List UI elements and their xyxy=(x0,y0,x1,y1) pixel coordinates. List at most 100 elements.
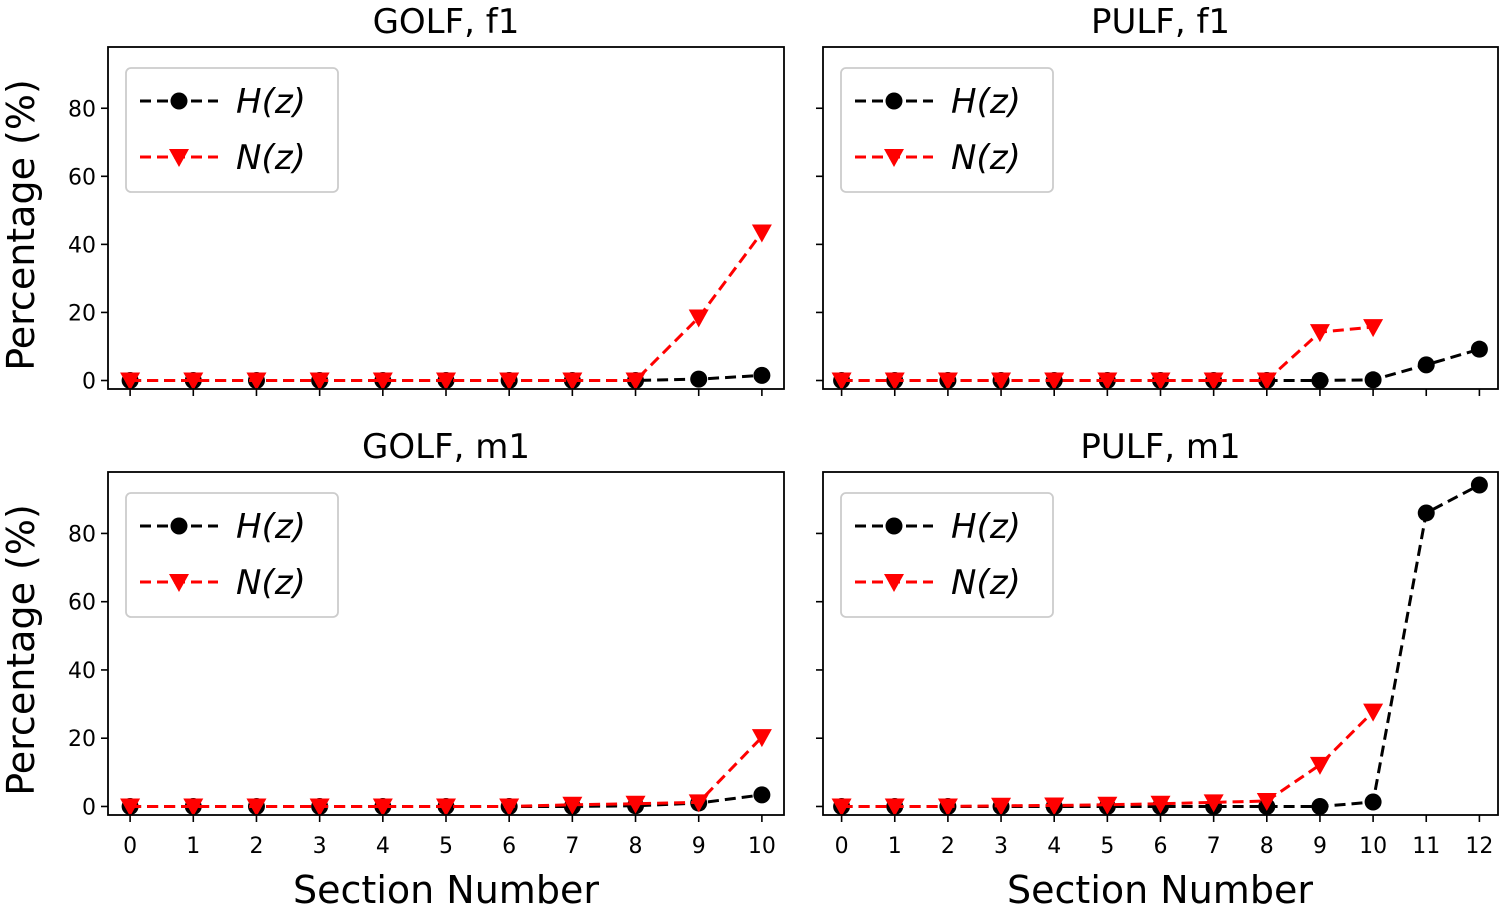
data-point xyxy=(1097,796,1118,815)
legend: H(z) N(z) xyxy=(840,67,1054,193)
data-point xyxy=(246,372,267,391)
legend-label: H(z) xyxy=(236,82,306,122)
data-point xyxy=(1311,371,1329,389)
figure-xlabel-right: Section Number xyxy=(1007,868,1313,906)
data-point xyxy=(1203,372,1224,391)
y-tick-label: 80 xyxy=(68,522,96,547)
data-point xyxy=(1309,324,1330,343)
data-point xyxy=(1364,371,1382,389)
series-line-n xyxy=(130,231,764,382)
panel-1: GOLF, f1 0 20 40 60 80 H(z) N(z) xyxy=(68,2,785,396)
panel-title: PULF, m1 xyxy=(1080,427,1240,467)
data-point xyxy=(1150,372,1171,391)
plot-frame xyxy=(107,46,785,390)
data-point xyxy=(1097,372,1118,391)
x-tick-label: 4 xyxy=(376,834,390,859)
x-tick-label: 3 xyxy=(994,834,1008,859)
data-point xyxy=(937,372,958,391)
panel-title: PULF, f1 xyxy=(1091,2,1230,42)
data-point xyxy=(120,798,141,817)
data-point xyxy=(1470,476,1488,494)
legend-label: N(z) xyxy=(236,563,306,603)
data-point xyxy=(183,372,204,391)
data-point xyxy=(753,786,771,804)
legend-label: H(z) xyxy=(236,507,306,547)
panel-4: PULF, m10 1 2 3 4 5 6 7 8 9 10 11 12H(z)N(z) xyxy=(816,427,1499,859)
x-tick-label: 5 xyxy=(439,834,453,859)
y-tick-label: 60 xyxy=(68,591,96,616)
data-point xyxy=(1363,703,1384,722)
figure-xlabel-left: Section Number xyxy=(293,868,599,906)
x-tick-label: 4 xyxy=(1047,834,1061,859)
x-tick-label: 2 xyxy=(941,834,955,859)
data-point xyxy=(831,372,852,391)
x-tick-label: 6 xyxy=(502,834,516,859)
legend-label: N(z) xyxy=(951,138,1021,178)
data-point xyxy=(499,372,520,391)
legend-marker xyxy=(884,574,904,592)
data-point xyxy=(937,798,958,817)
y-tick-label: 80 xyxy=(68,97,96,122)
data-point xyxy=(1203,794,1224,813)
data-point xyxy=(625,795,646,814)
legend-label: N(z) xyxy=(951,563,1021,603)
y-tick-label: 0 xyxy=(82,369,96,394)
data-point xyxy=(751,224,772,243)
x-tick-label: 11 xyxy=(1412,834,1440,859)
data-point xyxy=(688,309,709,328)
data-point xyxy=(751,729,772,748)
data-point xyxy=(1363,319,1384,338)
data-point xyxy=(991,797,1012,816)
data-point xyxy=(183,798,204,817)
plot-frame xyxy=(822,471,1499,816)
data-point xyxy=(1417,504,1435,522)
data-point xyxy=(246,798,267,817)
data-point xyxy=(309,798,330,817)
data-point xyxy=(1044,372,1065,391)
data-point xyxy=(1256,372,1277,391)
y-tick-label: 0 xyxy=(82,795,96,820)
x-tick-label: 8 xyxy=(629,834,643,859)
y-tick-label: 20 xyxy=(68,301,96,326)
plot-frame xyxy=(822,46,1499,390)
x-tick-label: 7 xyxy=(565,834,579,859)
legend-label: H(z) xyxy=(951,507,1021,547)
data-point xyxy=(1311,797,1329,815)
x-tick-label: 8 xyxy=(1260,834,1274,859)
x-tick-label: 0 xyxy=(835,834,849,859)
panel-title: GOLF, m1 xyxy=(362,427,530,467)
x-tick-label: 12 xyxy=(1465,834,1493,859)
legend-box xyxy=(840,67,1054,193)
y-tick-label: 40 xyxy=(68,233,96,258)
data-point xyxy=(1044,797,1065,816)
series-line-n xyxy=(841,710,1375,808)
data-point xyxy=(309,372,330,391)
x-tick-label: 6 xyxy=(1154,834,1168,859)
data-point xyxy=(562,796,583,815)
data-point xyxy=(1470,340,1488,358)
data-point xyxy=(372,798,393,817)
data-point xyxy=(120,372,141,391)
data-point xyxy=(884,798,905,817)
legend-box xyxy=(125,67,339,193)
legend-label: H(z) xyxy=(951,82,1021,122)
panel-3: GOLF, m1 0 20 40 60 80 0 1 2 3 4 5 6 7 8 9 10 H(z) N(z) xyxy=(68,427,785,859)
data-point xyxy=(688,794,709,813)
data-point xyxy=(436,798,456,817)
legend: H(z) N(z) xyxy=(840,492,1054,618)
x-tick-label: 7 xyxy=(1207,834,1221,859)
data-point xyxy=(1150,795,1171,814)
data-point xyxy=(372,372,393,391)
x-tick-label: 10 xyxy=(748,834,776,859)
legend-marker xyxy=(169,149,189,167)
panel-title: GOLF, f1 xyxy=(373,2,520,42)
y-tick-label: 20 xyxy=(68,727,96,752)
data-point xyxy=(1309,756,1330,775)
data-point xyxy=(1256,793,1277,812)
y-tick-label: 40 xyxy=(68,659,96,684)
legend-marker xyxy=(169,574,189,592)
series-line-n xyxy=(130,736,763,808)
panel-2: PULF, f1 H(z) N(z) xyxy=(816,2,1499,396)
x-tick-label: 5 xyxy=(1100,834,1114,859)
